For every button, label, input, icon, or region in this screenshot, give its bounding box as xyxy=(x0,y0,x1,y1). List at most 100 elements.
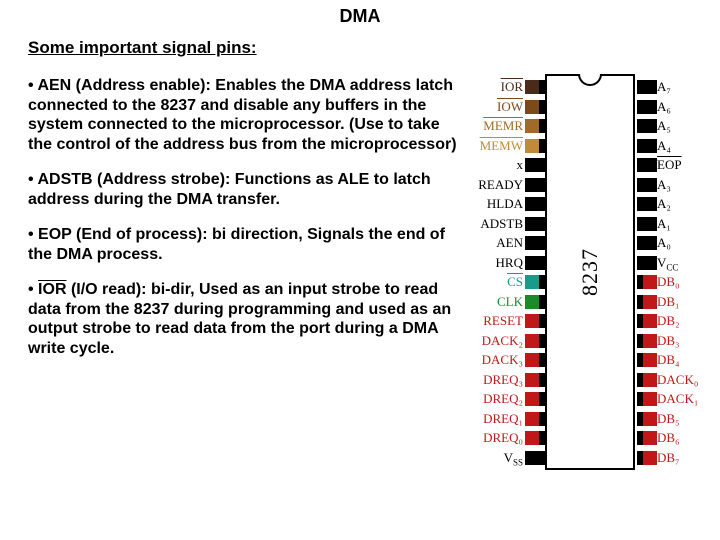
pin-color-block xyxy=(643,236,657,250)
pin-color-block xyxy=(643,431,657,445)
pin-label-right: A₆ xyxy=(657,99,671,115)
pin-label-left: x xyxy=(467,157,523,173)
pin-label-left: ADSTB xyxy=(467,216,523,232)
pin-stub xyxy=(539,236,545,250)
pin-row: DREQ₂DACK₁ xyxy=(485,390,700,409)
pin-stub xyxy=(539,197,545,211)
pin-label-right: A₄ xyxy=(657,138,671,154)
pin-stub xyxy=(539,431,545,445)
pin-color-block xyxy=(525,197,539,211)
pin-color-block xyxy=(525,373,539,387)
pin-row: RESETDB₂ xyxy=(485,312,700,331)
pin-color-block xyxy=(525,80,539,94)
pin-color-block xyxy=(525,275,539,289)
pin-color-block xyxy=(525,295,539,309)
pin-row: VSSDB₇ xyxy=(485,449,700,468)
pin-row: DACK₃DB₄ xyxy=(485,351,700,370)
pin-color-block xyxy=(643,80,657,94)
pin-label-left: IOR xyxy=(467,79,523,95)
pin-stub xyxy=(539,178,545,192)
pin-color-block xyxy=(525,217,539,231)
pin-stub xyxy=(539,275,545,289)
pin-label-left: DREQ₃ xyxy=(467,372,523,388)
pin-color-block xyxy=(643,217,657,231)
pin-color-block xyxy=(643,119,657,133)
pin-row: HRQVCC xyxy=(485,254,700,273)
pin-row: READYA₃ xyxy=(485,176,700,195)
pin-color-block xyxy=(643,139,657,153)
pin-color-block xyxy=(643,100,657,114)
pin-stub xyxy=(539,119,545,133)
pin-label-right: DB₀ xyxy=(657,274,680,290)
pin-color-block xyxy=(643,412,657,426)
pin-stub xyxy=(539,353,545,367)
pin-label-right: DACK₀ xyxy=(657,372,698,388)
pin-label-left: DACK₃ xyxy=(467,352,523,368)
subtitle: Some important signal pins: xyxy=(28,38,257,58)
pin-label-left: DACK₂ xyxy=(467,333,523,349)
pin-row: HLDAA₂ xyxy=(485,195,700,214)
pin-label-left: CLK xyxy=(467,294,523,310)
pin-color-block xyxy=(643,275,657,289)
pin-row: xEOP xyxy=(485,156,700,175)
pin-color-block xyxy=(643,373,657,387)
pin-row: CSDB₀ xyxy=(485,273,700,292)
pin-color-block xyxy=(525,451,539,465)
pin-color-block xyxy=(525,412,539,426)
pin-label-left: HRQ xyxy=(467,255,523,271)
pin-label-right: DB₇ xyxy=(657,450,680,466)
pin-label-right: DB₄ xyxy=(657,352,680,368)
pin-label-right: A₃ xyxy=(657,177,671,193)
pin-color-block xyxy=(525,314,539,328)
page-title: DMA xyxy=(0,6,720,27)
pin-color-block xyxy=(643,197,657,211)
pin-label-left: IOW xyxy=(467,99,523,115)
pin-color-block xyxy=(643,256,657,270)
pin-row: ADSTBA₁ xyxy=(485,215,700,234)
pin-color-block xyxy=(525,392,539,406)
body-text: • AEN (Address enable): Enables the DMA … xyxy=(28,76,458,374)
pin-stub xyxy=(539,334,545,348)
pin-color-block xyxy=(643,314,657,328)
pin-color-block xyxy=(525,178,539,192)
pin-color-block xyxy=(643,334,657,348)
pin-stub xyxy=(539,451,545,465)
pin-label-left: RESET xyxy=(467,313,523,329)
pin-color-block xyxy=(525,256,539,270)
pin-label-left: DREQ₁ xyxy=(467,411,523,427)
pin-label-left: DREQ₂ xyxy=(467,391,523,407)
pin-row: IORA₇ xyxy=(485,78,700,97)
paragraph-ior: • IOR (I/O read): bi-dir, Used as an inp… xyxy=(28,280,458,358)
pin-label-left: HLDA xyxy=(467,196,523,212)
pin-stub xyxy=(539,158,545,172)
pin-label-right: EOP xyxy=(657,157,682,173)
pin-color-block xyxy=(525,353,539,367)
pin-label-left: READY xyxy=(467,177,523,193)
pin-label-right: A₁ xyxy=(657,216,671,232)
pin-color-block xyxy=(525,119,539,133)
paragraph-eop: • EOP (End of process): bi direction, Si… xyxy=(28,225,458,264)
pin-stub xyxy=(539,80,545,94)
pin-color-block xyxy=(643,451,657,465)
pin-stub xyxy=(539,217,545,231)
pin-label-left: DREQ₀ xyxy=(467,430,523,446)
pin-color-block xyxy=(525,334,539,348)
pin-row: DREQ₁DB₅ xyxy=(485,410,700,429)
pin-row: DREQ₃DACK₀ xyxy=(485,371,700,390)
pin-label-right: DB₁ xyxy=(657,294,680,310)
pin-row: DREQ₀DB₆ xyxy=(485,429,700,448)
pin-stub xyxy=(539,139,545,153)
pin-row: CLKDB₁ xyxy=(485,293,700,312)
pin-label-right: A₂ xyxy=(657,196,671,212)
pin-stub xyxy=(539,392,545,406)
pin-label-right: DB₂ xyxy=(657,313,680,329)
pin-stub xyxy=(539,412,545,426)
pin-color-block xyxy=(643,178,657,192)
pin-label-right: DB₅ xyxy=(657,411,680,427)
pin-label-right: A₇ xyxy=(657,79,671,95)
pin-row: MEMWA₄ xyxy=(485,137,700,156)
pin-label-left: MEMW xyxy=(467,138,523,154)
pin-color-block xyxy=(525,236,539,250)
pin-color-block xyxy=(643,392,657,406)
pin-stub xyxy=(539,314,545,328)
